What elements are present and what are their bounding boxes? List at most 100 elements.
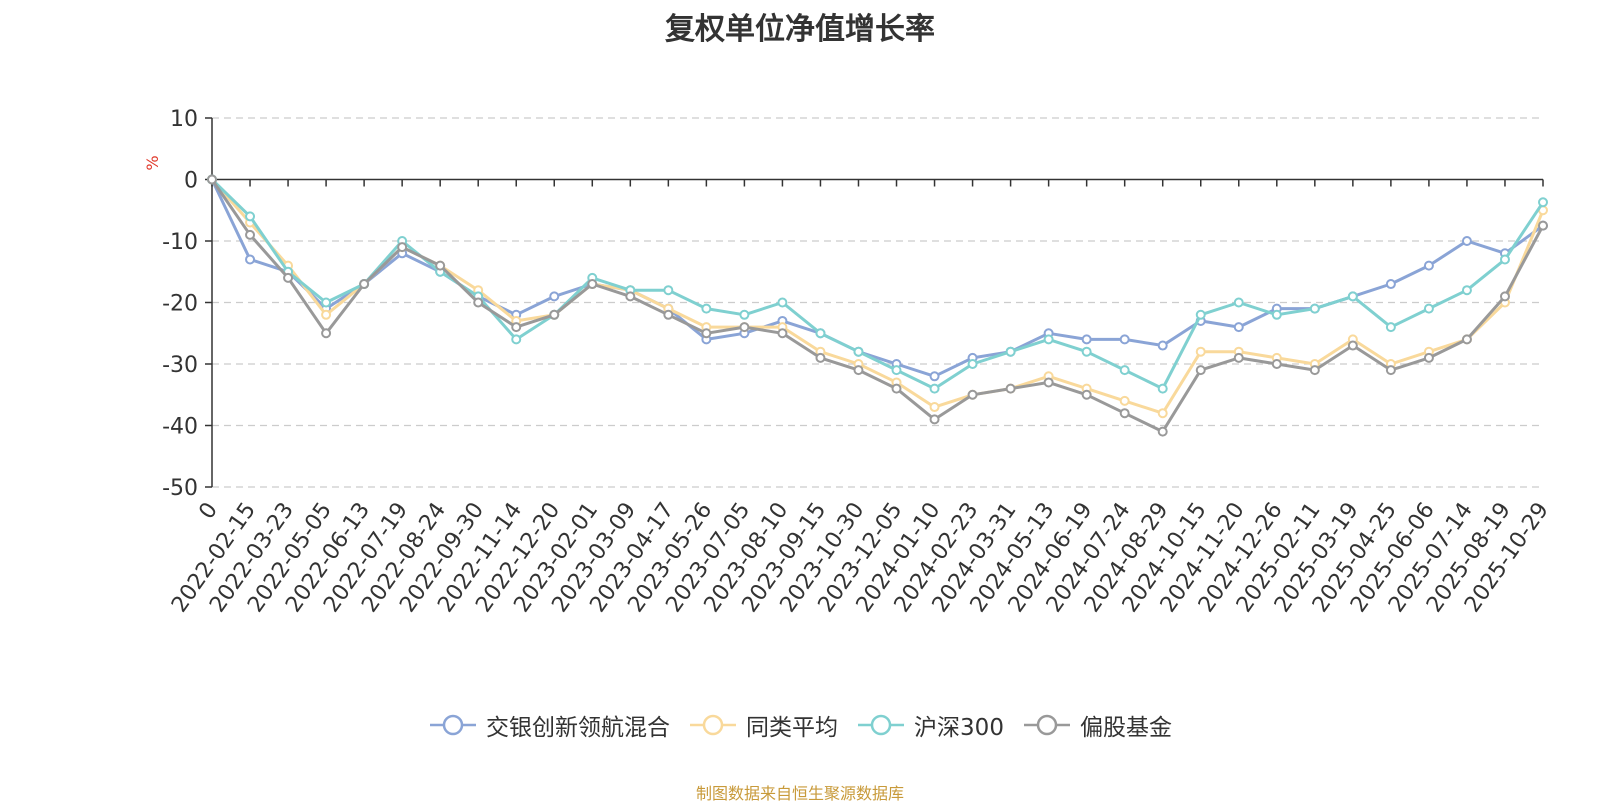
legend: 交银创新领航混合 同类平均 沪深300 偏股基金 <box>0 708 1600 742</box>
data-point <box>929 414 940 425</box>
series-lines <box>207 174 1548 437</box>
legend-label: 交银创新领航混合 <box>486 715 671 741</box>
series-line <box>210 178 1545 391</box>
data-point <box>1119 395 1130 406</box>
data-point <box>1233 297 1244 308</box>
data-point <box>549 309 560 320</box>
legend-marker-icon <box>858 714 905 736</box>
data-point <box>1119 365 1130 376</box>
data-point <box>1081 334 1092 345</box>
data-point <box>1385 365 1396 376</box>
data-point <box>283 272 294 283</box>
data-point <box>1005 346 1016 357</box>
legend-label: 沪深300 <box>914 715 1004 741</box>
data-point <box>321 328 332 339</box>
data-point <box>777 297 788 308</box>
data-point <box>1461 236 1472 246</box>
data-point <box>1347 340 1358 351</box>
data-point <box>739 309 750 320</box>
data-point <box>245 229 256 240</box>
data-point <box>1233 352 1244 363</box>
data-point <box>435 260 446 271</box>
data-point <box>853 365 864 376</box>
data-point <box>1081 389 1092 400</box>
data-point <box>1157 383 1168 394</box>
data-point <box>511 322 522 333</box>
data-point <box>891 365 902 376</box>
data-point <box>967 389 978 400</box>
data-point <box>929 402 940 413</box>
data-point <box>1423 260 1434 271</box>
data-point <box>1005 383 1016 394</box>
chart-title: 复权单位净值增长率 <box>665 12 935 47</box>
legend-item[interactable]: 交银创新领航混合 <box>428 708 670 742</box>
data-point <box>1309 365 1320 376</box>
data-point <box>1538 197 1548 208</box>
data-point <box>1538 220 1548 231</box>
data-point <box>891 383 902 394</box>
data-point <box>1347 291 1358 302</box>
data-point <box>1461 285 1472 296</box>
data-point <box>1119 408 1130 419</box>
data-point <box>1423 352 1434 363</box>
legend-label: 偏股基金 <box>1079 715 1172 741</box>
data-point <box>245 254 256 265</box>
data-point <box>701 303 712 314</box>
data-point <box>1195 309 1206 320</box>
legend-marker-icon <box>690 714 737 736</box>
data-point <box>1385 322 1396 333</box>
data-point <box>1119 334 1130 345</box>
data-point <box>663 285 674 296</box>
data-point <box>815 352 826 363</box>
data-point <box>1499 254 1510 265</box>
series-line <box>210 178 1545 434</box>
data-point <box>473 297 484 308</box>
data-point <box>1043 377 1054 388</box>
data-point <box>1499 291 1510 302</box>
data-point <box>701 328 712 339</box>
y-tick-label: -30 <box>162 353 198 378</box>
data-point <box>1195 365 1206 376</box>
data-point <box>321 297 332 308</box>
legend-item[interactable]: 沪深300 <box>856 708 1004 742</box>
data-point <box>777 328 788 339</box>
data-point <box>321 309 332 320</box>
y-tick-label: 0 <box>184 169 198 194</box>
y-tick-label: -10 <box>162 230 198 255</box>
x-tick-label: 0 <box>194 498 223 524</box>
data-point <box>1309 303 1320 314</box>
chart-area: 100-10-20-30-40-5002022-02-152022-03-232… <box>143 107 1554 617</box>
data-point <box>245 211 256 222</box>
data-point <box>1461 334 1472 345</box>
y-tick-label: 10 <box>170 107 198 132</box>
data-point <box>549 291 560 302</box>
legend-label: 同类平均 <box>746 715 839 741</box>
legend-item[interactable]: 偏股基金 <box>1022 708 1172 742</box>
legend-marker-icon <box>1023 714 1070 736</box>
grid-lines <box>212 117 1543 488</box>
y-tick-label: -50 <box>162 476 198 501</box>
data-point <box>207 174 217 185</box>
data-point <box>815 328 826 339</box>
source-note: 制图数据来自恒生聚源数据库 <box>695 784 904 803</box>
legend-item[interactable]: 同类平均 <box>688 708 838 742</box>
y-tick-label: -40 <box>162 415 198 440</box>
data-point <box>1043 334 1054 345</box>
data-point <box>929 383 940 394</box>
y-axis-unit-label: % <box>143 155 162 170</box>
data-point <box>511 334 522 345</box>
data-point <box>1157 426 1168 437</box>
data-point <box>625 291 636 302</box>
data-point <box>1271 309 1282 320</box>
y-tick-label: -20 <box>162 292 198 317</box>
data-point <box>1423 303 1434 314</box>
data-point <box>1271 359 1282 369</box>
data-point <box>1081 346 1092 357</box>
data-point <box>1233 322 1244 333</box>
data-point <box>929 371 940 382</box>
data-point <box>1385 279 1396 290</box>
data-point <box>853 346 864 357</box>
data-point <box>663 309 674 320</box>
data-point <box>359 279 370 290</box>
data-point <box>739 322 750 333</box>
